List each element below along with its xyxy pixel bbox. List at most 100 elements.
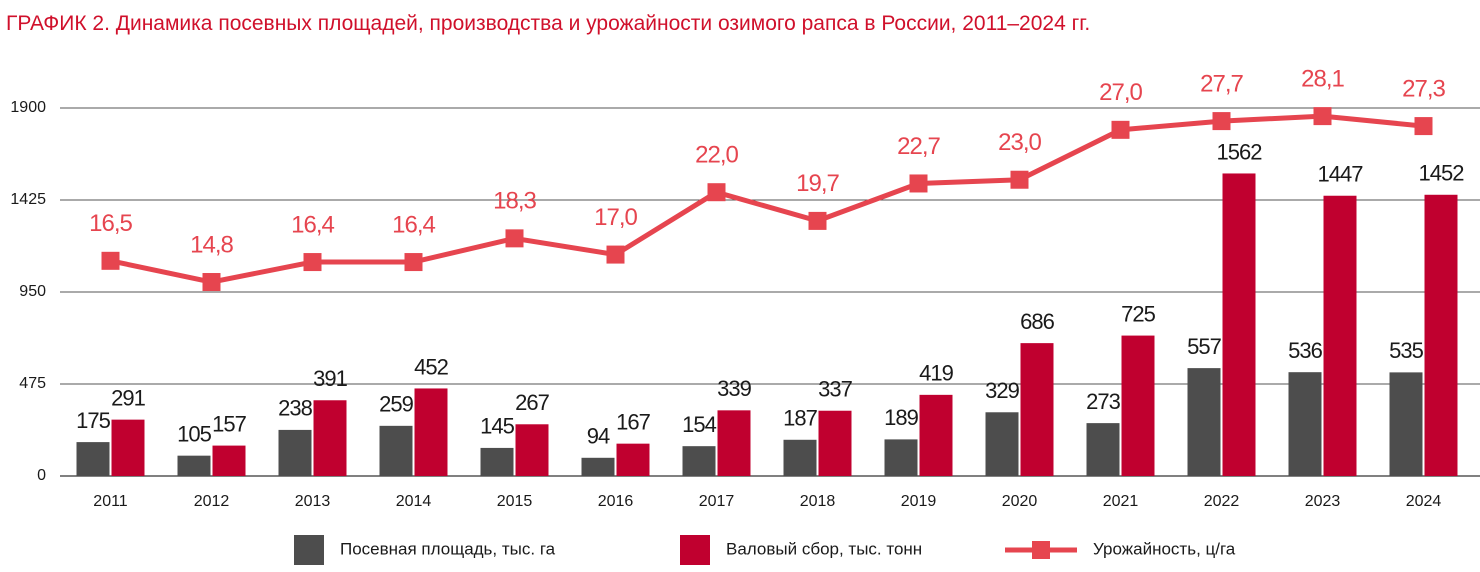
x-tick-label: 2011 bbox=[93, 493, 128, 510]
bar bbox=[1323, 195, 1357, 476]
line-marker bbox=[303, 253, 322, 272]
line-value-label: 18,3 bbox=[493, 188, 536, 215]
bar bbox=[818, 410, 852, 476]
bar-value-label: 238 bbox=[278, 396, 312, 421]
line-marker bbox=[707, 183, 726, 202]
bar bbox=[313, 400, 347, 476]
line-marker bbox=[1212, 112, 1231, 131]
x-tick-label: 2017 bbox=[699, 493, 735, 510]
bar bbox=[379, 425, 413, 476]
bar bbox=[985, 412, 1019, 476]
x-tick-label: 2024 bbox=[1406, 493, 1442, 510]
x-tick-label: 2023 bbox=[1305, 493, 1341, 510]
bar bbox=[177, 455, 211, 476]
x-tick-label: 2015 bbox=[497, 493, 533, 510]
line-value-label: 22,7 bbox=[897, 133, 940, 160]
bar-value-label: 1452 bbox=[1419, 161, 1465, 186]
bar-value-label: 1447 bbox=[1318, 162, 1364, 187]
bar-value-label: 167 bbox=[616, 409, 650, 434]
bar bbox=[1424, 194, 1458, 477]
legend-label: Валовый сбор, тыс. тонн bbox=[726, 539, 922, 558]
bar bbox=[515, 424, 549, 476]
x-tick-label: 2016 bbox=[598, 493, 634, 510]
line-marker bbox=[808, 211, 827, 230]
bar-value-label: 259 bbox=[379, 392, 413, 417]
bar bbox=[1187, 368, 1221, 476]
x-tick-label: 2020 bbox=[1002, 493, 1038, 510]
y-tick-label: 1425 bbox=[10, 191, 46, 208]
line-value-label: 16,5 bbox=[89, 210, 132, 237]
line-value-label: 27,7 bbox=[1200, 70, 1243, 97]
line-value-label: 22,0 bbox=[695, 142, 738, 169]
bar-value-label: 725 bbox=[1121, 301, 1155, 326]
bar-value-label: 329 bbox=[985, 378, 1019, 403]
bar-value-label: 1562 bbox=[1217, 139, 1263, 164]
bar bbox=[581, 457, 615, 476]
x-tick-label: 2012 bbox=[194, 493, 230, 510]
bar-value-label: 291 bbox=[111, 385, 145, 410]
bar bbox=[682, 446, 716, 476]
bar bbox=[76, 442, 110, 476]
bar bbox=[278, 429, 312, 476]
bar bbox=[783, 439, 817, 476]
bar bbox=[111, 419, 145, 476]
bar-value-label: 557 bbox=[1187, 334, 1221, 359]
bar-value-label: 157 bbox=[212, 411, 246, 436]
line-marker bbox=[909, 174, 928, 193]
y-tick-label: 1900 bbox=[10, 99, 46, 116]
line-marker bbox=[1010, 170, 1029, 189]
bar bbox=[480, 447, 514, 476]
bar bbox=[1020, 343, 1054, 476]
line-value-label: 27,3 bbox=[1402, 75, 1445, 102]
bar bbox=[1121, 335, 1155, 476]
bar-value-label: 536 bbox=[1288, 338, 1322, 363]
bar bbox=[1288, 372, 1322, 476]
line-marker bbox=[101, 251, 120, 270]
line bbox=[109, 113, 1424, 285]
line-marker bbox=[202, 273, 221, 292]
bar bbox=[1222, 173, 1256, 476]
line-value-label: 19,7 bbox=[796, 170, 839, 197]
bar-value-label: 94 bbox=[587, 424, 610, 449]
bar-value-label: 339 bbox=[717, 376, 751, 401]
legend-label: Посевная площадь, тыс. га bbox=[340, 539, 556, 558]
line-value-label: 27,0 bbox=[1099, 79, 1142, 106]
bar-value-label: 686 bbox=[1020, 309, 1054, 334]
x-tick-label: 2019 bbox=[901, 493, 937, 510]
x-tick-label: 2021 bbox=[1103, 493, 1139, 510]
bar-value-label: 175 bbox=[76, 408, 110, 433]
bar-value-label: 187 bbox=[783, 406, 817, 431]
bar bbox=[1389, 372, 1423, 476]
legend-marker bbox=[1032, 541, 1050, 559]
bar bbox=[1086, 423, 1120, 476]
bar-value-label: 452 bbox=[414, 354, 448, 379]
bar bbox=[884, 439, 918, 476]
bar-value-label: 189 bbox=[884, 405, 918, 430]
bar-value-label: 267 bbox=[515, 390, 549, 415]
bar bbox=[212, 445, 246, 476]
line-value-label: 23,0 bbox=[998, 129, 1041, 156]
bar bbox=[717, 410, 751, 476]
legend-label: Урожайность, ц/га bbox=[1093, 539, 1236, 558]
bar-value-label: 105 bbox=[177, 421, 211, 446]
line-marker bbox=[1111, 120, 1130, 139]
line-value-label: 16,4 bbox=[291, 211, 334, 238]
bar-value-label: 535 bbox=[1389, 338, 1423, 363]
y-tick-label: 950 bbox=[19, 283, 46, 300]
bar-value-label: 145 bbox=[480, 414, 514, 439]
bar bbox=[616, 443, 650, 476]
bar-value-label: 337 bbox=[818, 377, 852, 402]
x-tick-label: 2022 bbox=[1204, 493, 1240, 510]
x-tick-label: 2013 bbox=[295, 493, 331, 510]
line-value-label: 17,0 bbox=[594, 204, 637, 231]
bar-value-label: 391 bbox=[313, 366, 347, 391]
bar bbox=[919, 394, 953, 476]
line-marker bbox=[606, 245, 625, 264]
bar bbox=[414, 388, 448, 476]
x-tick-label: 2014 bbox=[396, 493, 432, 510]
line-value-label: 16,4 bbox=[392, 211, 435, 238]
line-marker bbox=[1313, 107, 1332, 126]
legend-swatch bbox=[680, 535, 710, 565]
legend-swatch bbox=[294, 535, 324, 565]
